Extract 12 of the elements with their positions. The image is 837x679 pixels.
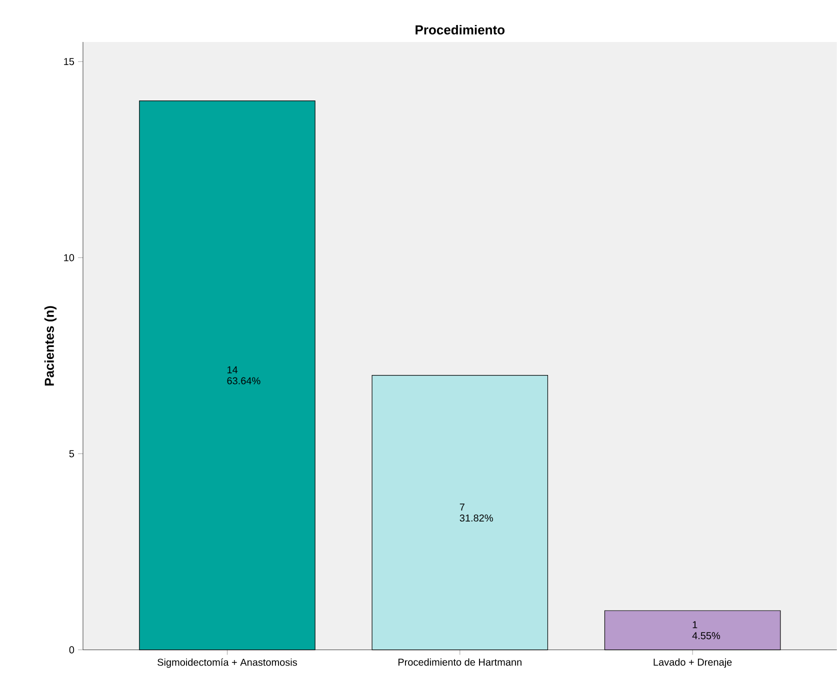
y-tick-label: 10 — [64, 254, 74, 262]
x-tick-label: Procedimiento de Hartmann — [398, 658, 522, 666]
chart-title: Procedimiento — [416, 25, 505, 35]
y-axis-title: Pacientes (n) — [44, 306, 57, 386]
y-tick-label: 5 — [69, 450, 74, 458]
x-tick-label: Lavado + Drenaje — [654, 658, 732, 668]
data-label: 1 4.55% — [692, 621, 720, 640]
y-tick-label: 15 — [64, 58, 74, 66]
data-label: 14 63.64% — [227, 366, 260, 384]
x-tick-label: Sigmoidectomía + Anastomosis — [158, 658, 298, 668]
y-tick-label: 0 — [69, 646, 74, 654]
data-label: 7 31.82% — [460, 504, 493, 522]
